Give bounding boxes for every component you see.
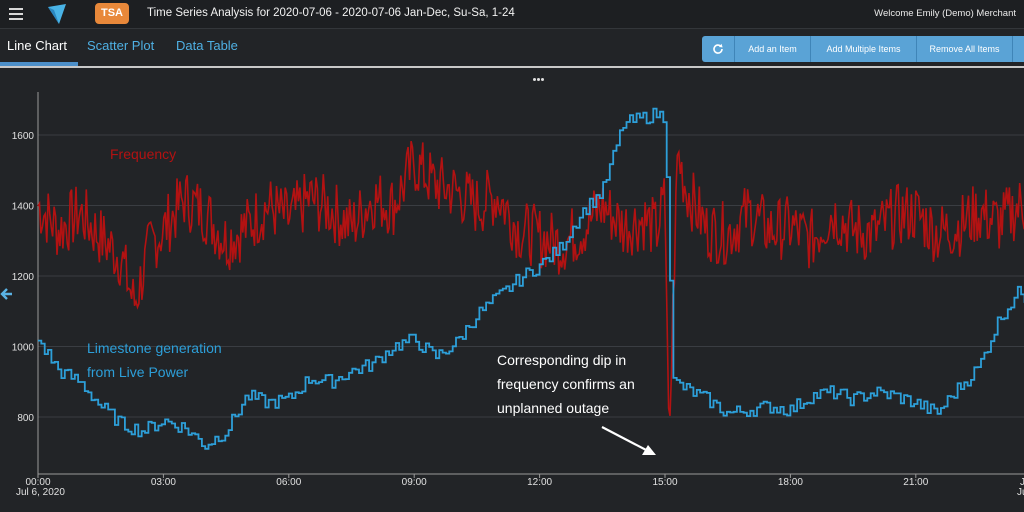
- generation-annotation-line2: from Live Power: [87, 364, 188, 380]
- y-tick-label: 1200: [12, 272, 35, 283]
- frequency-annotation: Frequency: [110, 146, 176, 162]
- chart-grid: [38, 134, 1024, 418]
- remove-all-items-button[interactable]: Remove All Items: [917, 36, 1013, 62]
- top-bar: TSA Time Series Analysis for 2020-07-06 …: [0, 0, 1024, 29]
- tab-data-table[interactable]: Data Table: [176, 38, 238, 53]
- y-tick-label: 1000: [12, 343, 35, 354]
- annotation-arrow: [601, 426, 656, 455]
- tsa-badge[interactable]: TSA: [95, 3, 129, 24]
- resize-grip-icon[interactable]: [533, 68, 547, 81]
- x-date-label: Jul 6, 2020: [16, 487, 65, 498]
- x-tick-label: 21:00: [903, 477, 928, 488]
- hamburger-menu-icon[interactable]: [9, 8, 23, 20]
- outage-note-line3: unplanned outage: [497, 400, 609, 416]
- x-date-label-right: Ju: [1017, 487, 1024, 498]
- generation-series-line[interactable]: [38, 107, 1024, 450]
- x-tick-label: 18:00: [778, 477, 803, 488]
- line-chart: 1600 1400 1200 1000 800 00:00 03:00 06:00 09:00…: [12, 92, 1024, 498]
- refresh-button[interactable]: [702, 36, 735, 62]
- x-tick-label: 06:00: [276, 477, 301, 488]
- tab-line-chart[interactable]: Line Chart: [7, 38, 67, 53]
- active-tab-indicator: [0, 62, 78, 66]
- x-tick-label: J: [1020, 477, 1024, 488]
- panel-divider: [0, 66, 1024, 68]
- x-tick-label: 00:00: [25, 477, 50, 488]
- y-tick-label: 1600: [12, 131, 35, 142]
- frequency-series-line[interactable]: [37, 141, 1024, 417]
- generation-annotation-line1: Limestone generation: [87, 340, 222, 356]
- page-title: Time Series Analysis for 2020-07-06 - 20…: [147, 7, 515, 19]
- app-logo-icon: [48, 4, 66, 24]
- more-button[interactable]: [1013, 36, 1024, 62]
- welcome-user[interactable]: Welcome Emily (Demo) Merchant: [874, 8, 1016, 19]
- refresh-icon: [713, 43, 723, 54]
- x-tick-label: 09:00: [402, 477, 427, 488]
- x-tick-label: 15:00: [652, 477, 677, 488]
- y-tick-label: 1400: [12, 202, 35, 213]
- pan-left-arrow-icon[interactable]: [0, 287, 14, 301]
- outage-note-line1: Corresponding dip in: [497, 352, 626, 368]
- x-tick-label: 03:00: [151, 477, 176, 488]
- x-tick-label: 12:00: [527, 477, 552, 488]
- outage-note-line2: frequency confirms an: [497, 376, 635, 392]
- y-tick-label: 800: [17, 413, 34, 424]
- add-multiple-items-button[interactable]: Add Multiple Items: [811, 36, 917, 62]
- add-item-button[interactable]: Add an Item: [735, 36, 811, 62]
- tab-scatter-plot[interactable]: Scatter Plot: [87, 38, 155, 53]
